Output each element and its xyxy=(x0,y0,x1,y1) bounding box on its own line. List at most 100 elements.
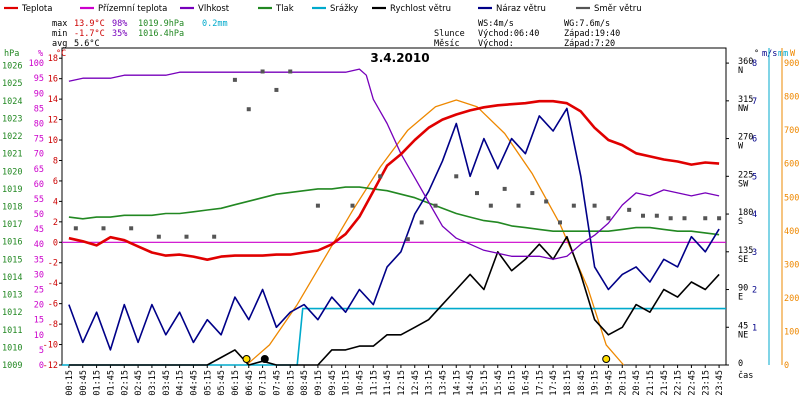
wind-direction-point xyxy=(627,207,632,212)
direction-tick-label: 225 xyxy=(738,170,753,180)
solar-tick-label: 200 xyxy=(784,294,799,304)
temp-tick-label: -2 xyxy=(48,259,58,269)
humidity-tick-label: 10 xyxy=(34,331,44,341)
stats-rain: 0.2mm xyxy=(202,19,228,29)
stats-humidity: 35% xyxy=(112,29,127,39)
direction-compass-label: NW xyxy=(738,104,749,114)
wind-direction-point xyxy=(558,220,562,225)
time-tick-label: 02:15 xyxy=(120,370,130,396)
time-tick-label: 02:45 xyxy=(134,370,144,396)
wind-tick-label: 7 xyxy=(752,97,757,107)
direction-tick-label: 0 xyxy=(738,359,743,369)
sunset-time: Západ:19:40 xyxy=(564,29,620,39)
direction-compass-label: NE xyxy=(738,330,748,340)
time-tick-label: 03:45 xyxy=(162,370,172,396)
direction-tick-label: 45 xyxy=(738,321,748,331)
temp-unit: °C xyxy=(56,49,66,59)
series-pressure xyxy=(68,186,720,236)
stats-label: max xyxy=(52,19,67,29)
wind-direction-point xyxy=(184,234,189,239)
wind-direction-point xyxy=(288,69,293,74)
humidity-tick-label: 0 xyxy=(39,361,44,371)
time-tick-label: 01:15 xyxy=(93,370,103,396)
pressure-tick-label: 1022 xyxy=(2,132,22,142)
time-tick-label: 22:15 xyxy=(674,370,684,396)
wind-direction-point xyxy=(73,226,78,231)
legend-label: Náraz větru xyxy=(496,4,546,14)
temp-tick-label: -12 xyxy=(43,361,58,371)
series-rain xyxy=(62,307,726,366)
time-tick-label: 20:15 xyxy=(618,370,628,396)
wind-tick-label: 3 xyxy=(752,248,757,258)
temp-tick-label: -10 xyxy=(43,341,58,351)
sunrise-marker xyxy=(242,355,251,363)
sunrise-time: Východ:06:40 xyxy=(478,29,539,39)
ms-unit: m/s xyxy=(762,49,777,59)
pressure-tick-label: 1019 xyxy=(2,185,22,195)
wind-direction-point xyxy=(129,226,134,231)
sun-moon-panel: WS:4m/s WG:7.6m/s Slunce Východ:06:40 Západ:… xyxy=(434,19,620,49)
pressure-tick-label: 1023 xyxy=(2,114,22,124)
wind-direction-point xyxy=(475,191,479,196)
direction-compass-label: W xyxy=(738,142,744,152)
time-tick-label: 08:15 xyxy=(286,370,296,396)
chart-title: 3.4.2010 xyxy=(370,51,429,65)
time-tick-label: 21:45 xyxy=(660,370,670,396)
humidity-tick-label: 55 xyxy=(34,195,44,205)
sunset-marker xyxy=(602,355,611,363)
wind-direction-point xyxy=(516,203,521,208)
moonrise-time: Východ: xyxy=(478,39,514,49)
humidity-tick-label: 15 xyxy=(34,316,44,326)
solar-tick-label: 100 xyxy=(784,327,799,337)
humidity-tick-label: 100 xyxy=(29,59,44,69)
direction-tick-label: 270 xyxy=(738,133,753,143)
humidity-tick-label: 60 xyxy=(34,180,44,190)
x-axis-label: čas xyxy=(738,370,753,381)
hpa-unit: hPa xyxy=(4,49,19,59)
wind-direction-point xyxy=(703,216,708,221)
time-tick-label: 23:45 xyxy=(715,370,725,396)
mm-unit: mm xyxy=(778,49,788,59)
time-tick-label: 18:15 xyxy=(563,370,573,396)
time-tick-label: 16:15 xyxy=(508,370,518,396)
time-tick-label: 17:15 xyxy=(535,370,545,396)
direction-compass-label: E xyxy=(738,293,743,303)
humidity-tick-label: 20 xyxy=(34,301,44,311)
solar-tick-label: 0 xyxy=(784,361,789,371)
legend-label: Přízemní teplota xyxy=(98,4,167,14)
pressure-tick-label: 1012 xyxy=(2,308,22,318)
legend: Teplota Přízemní teplota Vlhkost Tlak Srážky… xyxy=(4,4,642,14)
time-tick-label: 22:45 xyxy=(687,370,697,396)
wind-direction-point xyxy=(156,234,161,239)
temp-tick-label: 14 xyxy=(48,95,58,105)
time-tick-label: 07:45 xyxy=(272,370,282,396)
pressure-tick-label: 1011 xyxy=(2,326,22,336)
temp-tick-label: -8 xyxy=(48,320,58,330)
legend-label: Směr větru xyxy=(594,4,642,14)
pressure-tick-label: 1015 xyxy=(2,255,22,265)
humidity-tick-label: 90 xyxy=(34,89,44,99)
wind-direction-point xyxy=(641,213,645,218)
legend-label: Teplota xyxy=(21,4,52,14)
wind-direction-point xyxy=(717,216,722,221)
time-tick-label: 21:15 xyxy=(646,370,656,396)
pct-unit: % xyxy=(38,49,43,59)
pressure-tick-label: 1010 xyxy=(2,343,22,353)
solar-tick-label: 300 xyxy=(784,260,799,270)
temp-tick-label: 4 xyxy=(53,197,58,207)
series-solar xyxy=(246,99,625,366)
direction-compass-label: S xyxy=(738,217,743,227)
wind-direction-point xyxy=(419,220,424,225)
wind-tick-label: 4 xyxy=(752,210,757,220)
pressure-tick-label: 1014 xyxy=(2,273,22,283)
time-tick-label: 06:15 xyxy=(231,370,241,396)
legend-label: Vlhkost xyxy=(198,4,230,14)
pressure-tick-label: 1021 xyxy=(2,150,22,160)
wind-direction-point xyxy=(654,213,659,218)
temp-tick-label: 2 xyxy=(53,218,58,228)
axes: hPa% °C ° m/s mm W-12-10-8-6-4-20246810121416… xyxy=(2,47,799,396)
wind-direction-point xyxy=(530,191,535,196)
humidity-tick-label: 85 xyxy=(34,104,44,114)
temp-tick-label: -4 xyxy=(48,279,58,289)
